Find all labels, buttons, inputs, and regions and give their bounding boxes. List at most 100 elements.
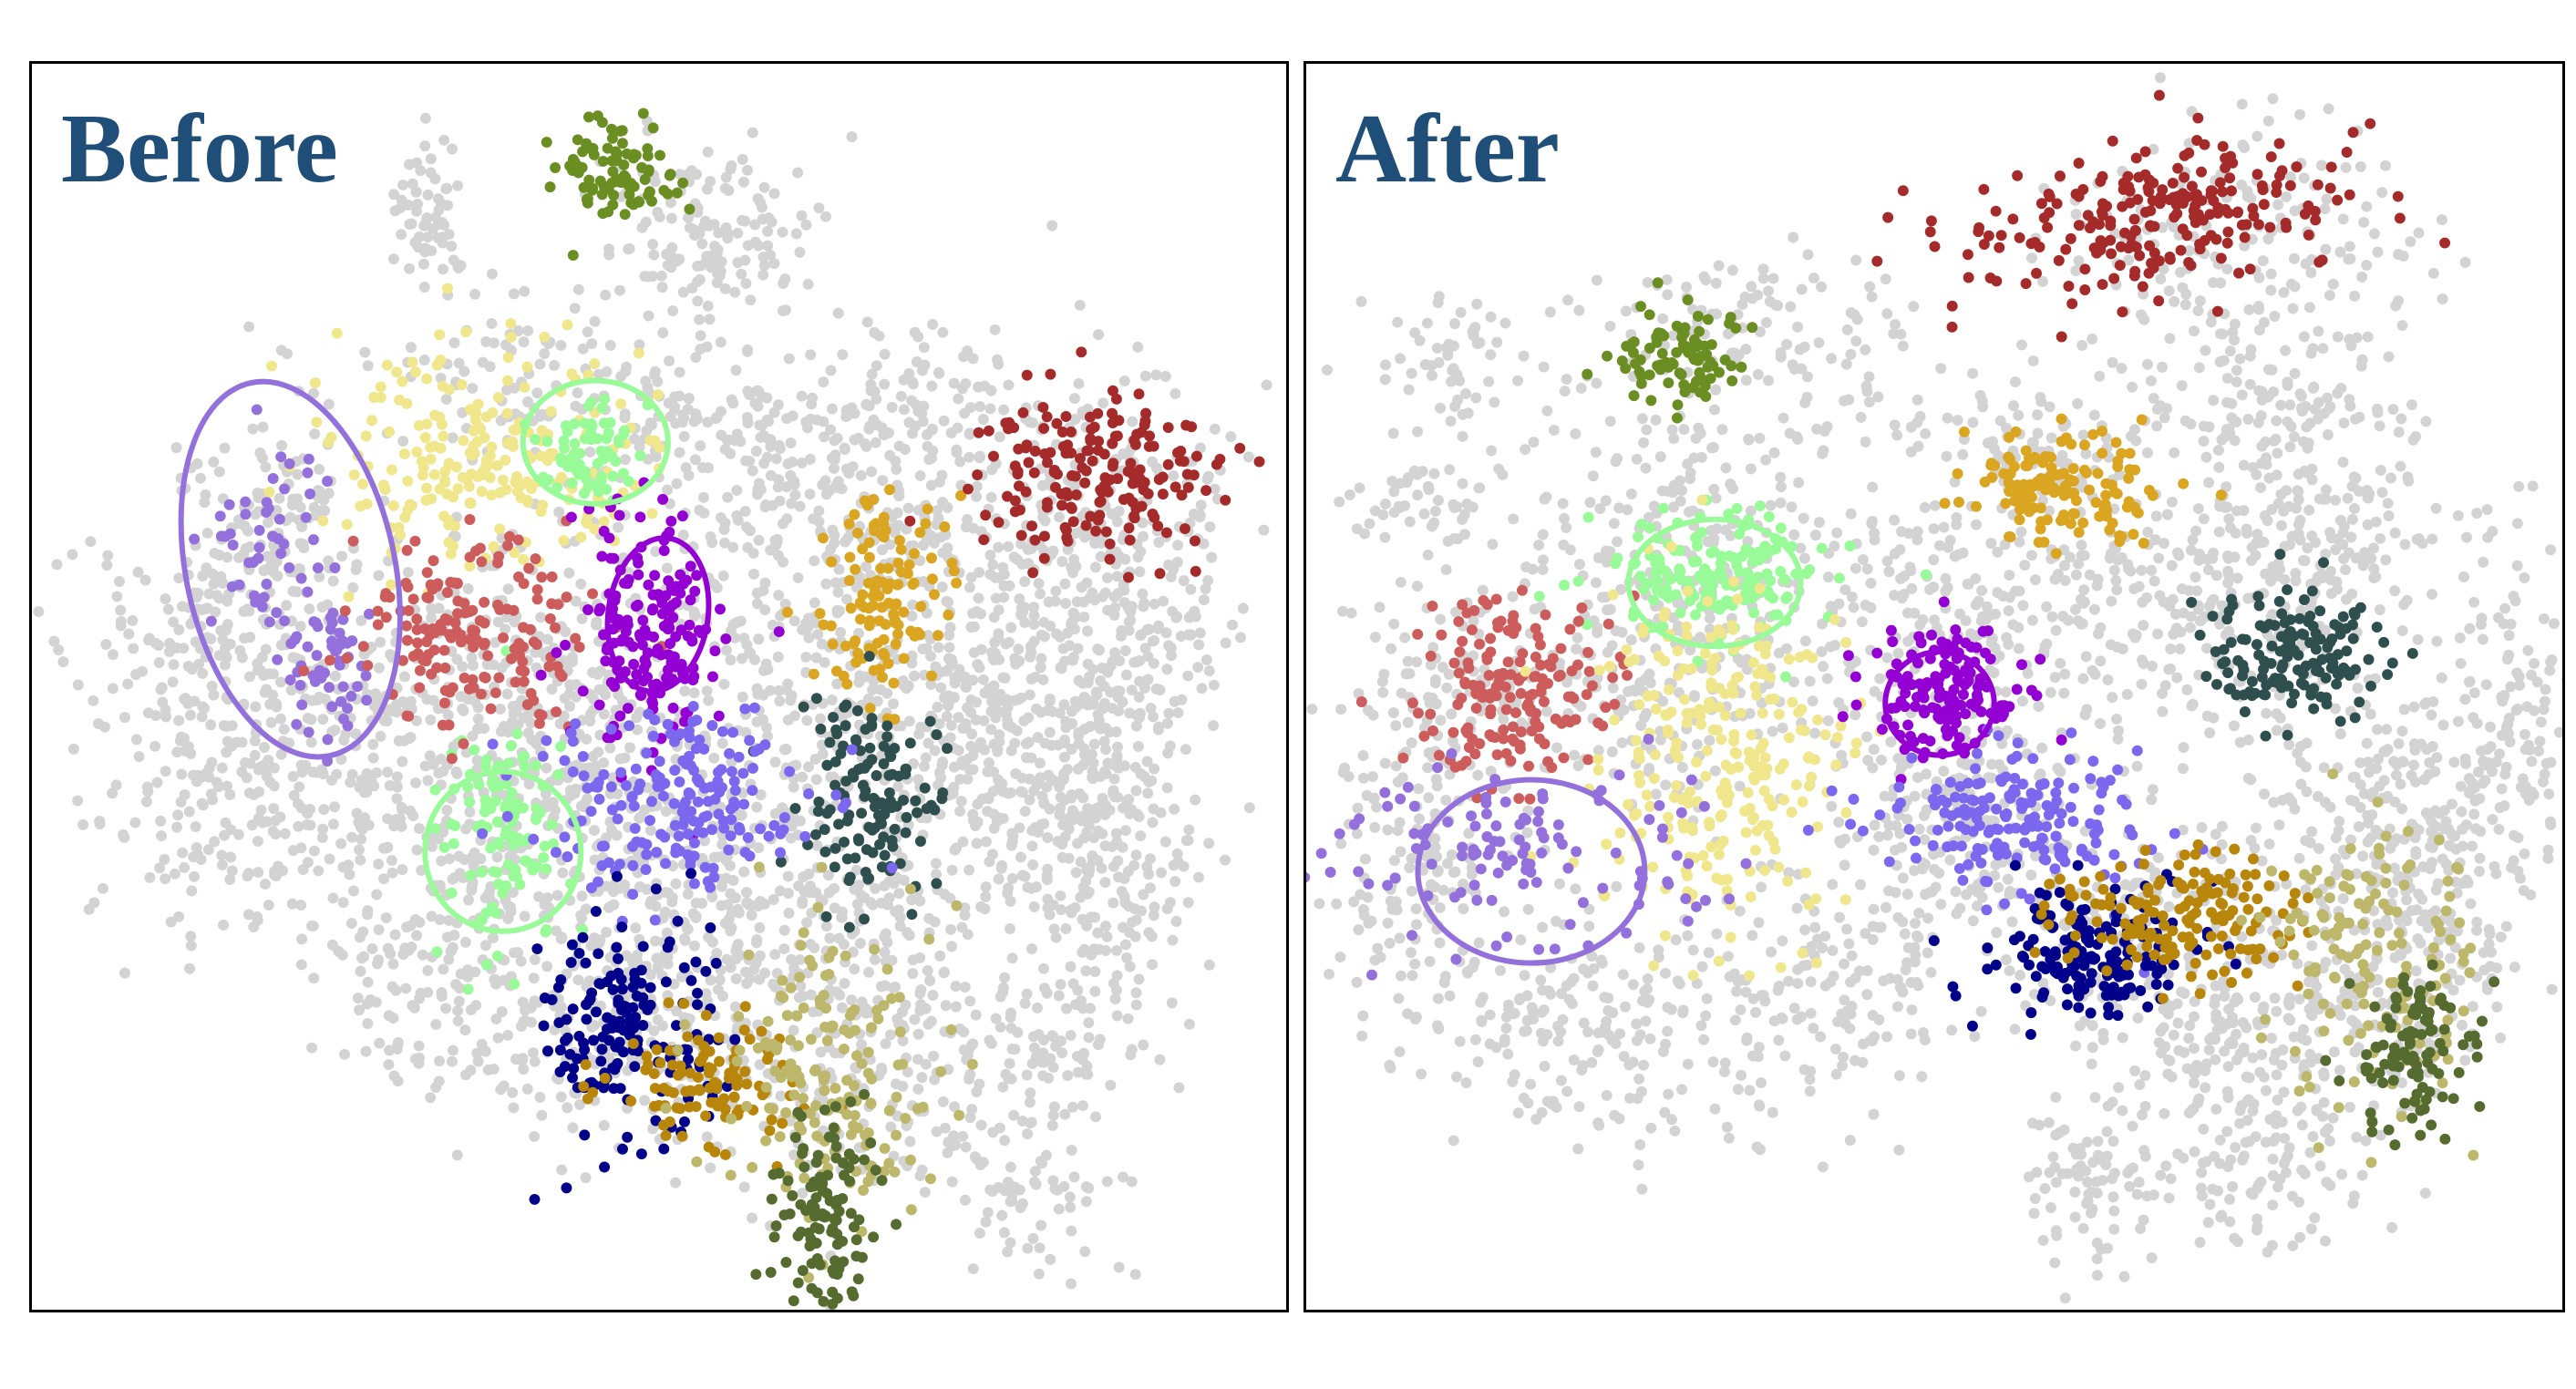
- background-cluster-7-point: [184, 962, 196, 974]
- background-cluster-3-point: [619, 454, 631, 466]
- background-cluster-18-point: [670, 1177, 681, 1188]
- background-cluster-18: [386, 881, 801, 1188]
- pale-green-cluster-a-point: [558, 435, 570, 447]
- background-cluster-28-point: [891, 507, 903, 519]
- indian-red-cluster-point: [570, 633, 582, 644]
- background-cluster-27-point: [339, 1048, 350, 1060]
- indian-red-cluster-point: [523, 562, 535, 574]
- indian-red-cluster-point: [411, 623, 423, 635]
- background-cluster-22-point: [1183, 824, 1195, 836]
- background-cluster-26-point: [732, 903, 744, 915]
- background-cluster-22-point: [1058, 737, 1070, 749]
- background-cluster-15-point: [851, 898, 863, 910]
- background-cluster-23-point: [871, 393, 882, 405]
- background-cluster-7-point: [129, 817, 141, 828]
- background-cluster-11-point: [961, 682, 973, 694]
- background-cluster-9-point: [512, 699, 524, 711]
- indian-red-cluster-point: [459, 672, 470, 684]
- background-cluster-3-point: [650, 546, 662, 558]
- background-cluster-15-point: [900, 999, 912, 1011]
- background-cluster-24-point: [199, 497, 211, 509]
- background-cluster-22-point: [1014, 822, 1025, 834]
- background-cluster-23-point: [694, 504, 706, 516]
- background-cluster-10-point: [553, 506, 565, 518]
- background-cluster-20-point: [1025, 1087, 1036, 1099]
- background-cluster-1-point: [813, 202, 825, 214]
- background-cluster-14-point: [1111, 970, 1123, 982]
- background-cluster-4-point: [916, 365, 928, 376]
- khaki-cluster-point: [443, 537, 455, 549]
- background-cluster-25-point: [451, 653, 463, 665]
- background-cluster-25-point: [567, 652, 578, 664]
- background-cluster-22-point: [1102, 666, 1114, 678]
- background-cluster-29-point: [1154, 684, 1166, 695]
- khaki-cluster-point: [266, 360, 278, 372]
- background-cluster-29-point: [1114, 655, 1126, 666]
- background-cluster-23-point: [669, 401, 681, 413]
- background-cluster-20-point: [1080, 1068, 1092, 1080]
- pale-green-cluster-a-point: [595, 474, 607, 486]
- medium-purple-cluster-b-point: [311, 650, 323, 662]
- pale-green-cluster-b-point: [512, 832, 524, 844]
- background-cluster-6-point: [213, 592, 225, 604]
- background-cluster-23-point: [826, 403, 838, 415]
- background-cluster-19-point: [920, 1058, 932, 1070]
- medium-purple-cluster-a-point: [312, 562, 324, 574]
- khaki-cluster-point: [360, 430, 372, 442]
- background-cluster-13-point: [963, 864, 975, 876]
- dark-violet-cluster-point: [640, 658, 652, 670]
- background-cluster-7-point: [263, 754, 274, 766]
- medium-purple-cluster-a-point: [227, 540, 239, 550]
- background-cluster-20-point: [1027, 1031, 1039, 1043]
- background-cluster-29-point: [1110, 726, 1122, 737]
- background-cluster-23-point: [891, 464, 902, 476]
- background-cluster-7-point: [172, 809, 184, 821]
- background-cluster-24-point: [260, 461, 272, 473]
- background-cluster-14-point: [1141, 756, 1153, 767]
- background-cluster-7-point: [316, 831, 328, 843]
- background-cluster-5-point: [1150, 369, 1162, 381]
- pale-green-cluster-a-point: [530, 434, 541, 446]
- background-cluster-2-point: [522, 324, 534, 336]
- background-cluster-7-point: [189, 870, 200, 882]
- background-cluster-29-point: [1085, 721, 1097, 732]
- background-cluster-0-point: [387, 253, 399, 265]
- background-cluster-11-point: [920, 752, 932, 764]
- background-cluster-17-point: [786, 820, 798, 832]
- background-cluster-23-point: [772, 399, 784, 411]
- khaki-cluster-point: [421, 418, 433, 430]
- background-cluster-5-point: [1089, 561, 1101, 573]
- khaki-cluster-point: [566, 368, 578, 380]
- background-cluster-25-point: [492, 616, 504, 628]
- background-cluster-22-point: [1077, 881, 1089, 893]
- background-cluster-6-point: [122, 678, 134, 690]
- dark-violet-cluster-point: [649, 570, 661, 581]
- background-cluster-3-point: [715, 336, 726, 348]
- background-cluster-27-point: [430, 1081, 442, 1093]
- background-cluster-1-point: [732, 257, 744, 269]
- background-cluster-6-point: [192, 587, 204, 599]
- background-cluster-13-point: [1119, 825, 1131, 837]
- khaki-cluster-point: [366, 415, 377, 427]
- background-cluster-8-point: [451, 768, 463, 779]
- medium-purple-cluster-a-point: [214, 510, 226, 522]
- medium-purple-cluster-a-point: [251, 404, 263, 416]
- background-cluster-4-point: [918, 342, 930, 354]
- indian-red-cluster-point: [438, 697, 450, 709]
- background-cluster-27-point: [460, 1069, 471, 1081]
- background-cluster-22-point: [1072, 838, 1083, 849]
- background-cluster-22-point: [1136, 905, 1147, 917]
- background-cluster-29-point: [1180, 744, 1191, 756]
- background-cluster-26-point: [519, 911, 531, 922]
- background-cluster-27-point: [343, 859, 355, 871]
- background-cluster-27-point: [448, 930, 460, 941]
- background-cluster-12-point: [1025, 651, 1036, 663]
- olive-drab-cluster-point: [671, 187, 683, 199]
- background-cluster-11-point: [1018, 715, 1030, 726]
- background-cluster-27-point: [381, 842, 393, 854]
- indian-red-cluster-point: [504, 530, 515, 542]
- khaki-cluster-point: [439, 466, 451, 478]
- background-cluster-23-point: [843, 468, 855, 479]
- background-cluster-26-point: [725, 962, 737, 973]
- pale-green-cluster-a-point: [556, 457, 568, 468]
